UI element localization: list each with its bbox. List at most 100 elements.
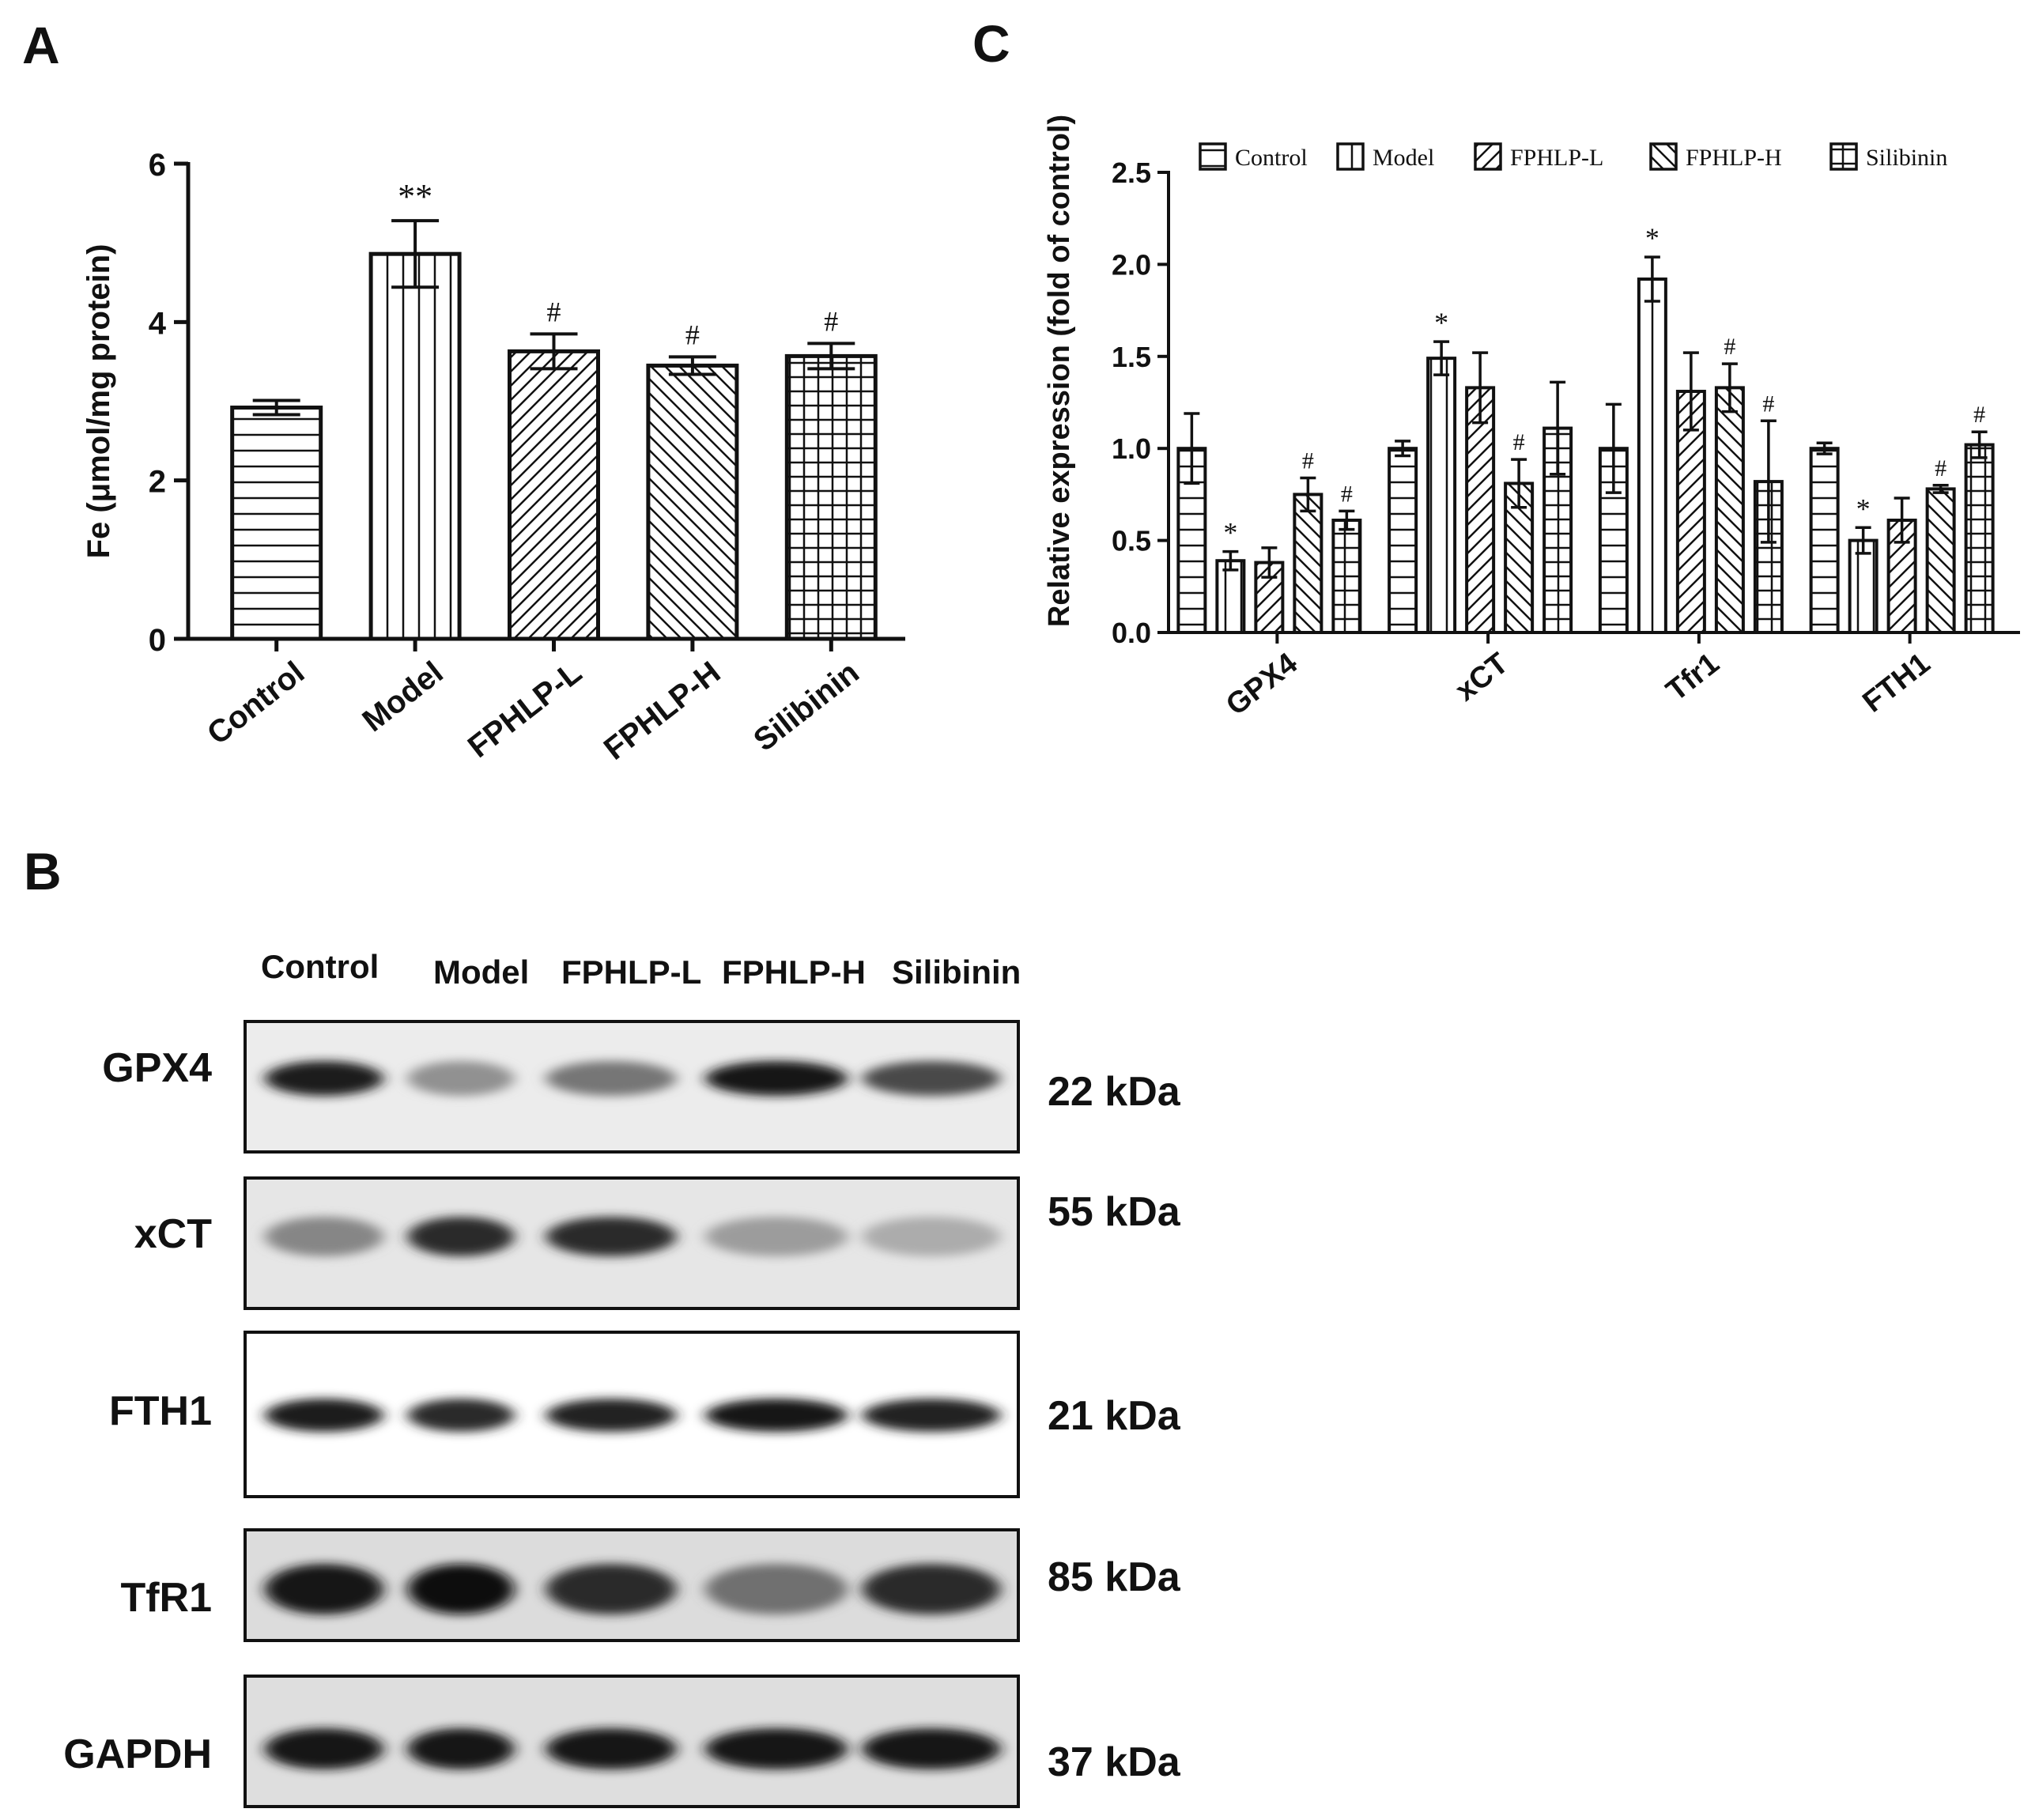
bar (1293, 493, 1323, 635)
y-axis-title: Fe (μmol/mg protein) (81, 244, 116, 559)
blot-kda-label: 22 kDa (1048, 1069, 1181, 1115)
significance-mark: # (1724, 334, 1735, 360)
bar (1331, 518, 1362, 634)
protein-band (705, 1399, 848, 1432)
bar (1925, 487, 1956, 635)
protein-band (705, 1564, 848, 1614)
y-tick-label: 4 (149, 306, 167, 341)
lane-label: Silibinin (892, 953, 1021, 991)
blot-protein-label: GPX4 (102, 1045, 212, 1091)
protein-band (862, 1564, 1001, 1614)
y-tick-label: 0 (149, 623, 166, 658)
significance-mark: # (824, 305, 838, 337)
blot-protein-label: xCT (134, 1211, 212, 1257)
protein-band (546, 1217, 677, 1256)
x-tick-label: Control (201, 655, 311, 751)
bar (1675, 390, 1706, 634)
lane-label: Control (261, 948, 379, 985)
significance-mark: * (1434, 307, 1448, 338)
protein-band (546, 1399, 677, 1432)
blot-protein-label: GAPDH (63, 1731, 212, 1777)
protein-band (265, 1564, 383, 1614)
protein-band (862, 1728, 1001, 1769)
significance-mark: # (1973, 402, 1985, 428)
chart-a-axes: 0 2 4 6 Fe (μmol/mg protein) (81, 148, 905, 658)
bar (508, 349, 600, 641)
x-tick-label: xCT (1449, 647, 1514, 708)
y-tick-label: 1.5 (1112, 341, 1151, 373)
protein-band (546, 1061, 677, 1096)
legend-label: Silibinin (1866, 145, 1947, 171)
x-tick-label: FPHLP-H (598, 655, 727, 766)
x-tick-label: FPHLP-L (462, 655, 588, 765)
y-tick-label: 1.0 (1112, 432, 1151, 465)
bar (1809, 447, 1840, 635)
significance-mark: * (1645, 222, 1660, 254)
lane-label: Model (433, 953, 529, 991)
x-tick-label: Tfr1 (1660, 647, 1725, 708)
protein-band (546, 1728, 677, 1769)
significance-mark: # (1513, 429, 1525, 455)
legend-swatch (1649, 142, 1678, 171)
y-tick-label: 2.0 (1112, 248, 1151, 281)
legend-swatch (1474, 142, 1502, 171)
blot-protein-label: TfR1 (120, 1575, 212, 1621)
blot-kda-label: 21 kDa (1048, 1393, 1181, 1439)
bar (368, 251, 462, 641)
bar (1215, 559, 1246, 635)
legend-label: FPHLP-H (1686, 145, 1782, 171)
x-tick-label: FTH1 (1856, 647, 1936, 719)
bar (1964, 443, 1995, 634)
panel-letter-b: B (24, 842, 62, 901)
legend-swatch (1199, 142, 1227, 171)
bar (1637, 278, 1667, 634)
bar (1848, 538, 1879, 634)
protein-band (265, 1217, 383, 1256)
y-tick-label: 0.5 (1112, 525, 1151, 557)
legend-label: Control (1235, 145, 1308, 171)
bar (230, 406, 323, 641)
protein-band (407, 1564, 515, 1614)
significance-mark: # (1341, 481, 1353, 507)
x-tick-label: Model (356, 655, 449, 738)
significance-mark: ** (398, 177, 432, 216)
protein-band (705, 1728, 848, 1769)
western-blot: Control Model FPHLP-L FPHLP-H Silibinin GPX4 2… (63, 948, 1181, 1808)
protein-band (407, 1217, 515, 1256)
protein-band (862, 1399, 1001, 1432)
chart-c-axes: 0.0 0.5 1.0 1.5 2.0 2.5 Relative expression (f… (1043, 115, 2020, 723)
y-tick-label: 2 (149, 465, 166, 500)
bar (1714, 386, 1745, 634)
legend-swatch (1829, 142, 1858, 171)
protein-band (265, 1399, 383, 1432)
lane-label: FPHLP-H (722, 953, 866, 991)
chart-a: 0 2 4 6 Fe (μmol/mg protein) Control ** Model #… (81, 148, 905, 767)
panel-letter-c: C (972, 14, 1010, 73)
significance-mark: # (1302, 447, 1314, 474)
x-tick-label: GPX4 (1220, 647, 1304, 723)
chart-a-bars (230, 219, 878, 641)
significance-mark: * (1223, 517, 1237, 549)
protein-band (265, 1061, 383, 1096)
legend-label: FPHLP-L (1510, 145, 1603, 171)
legend-label: Model (1373, 145, 1434, 171)
significance-mark: # (547, 296, 561, 327)
y-tick-label: 6 (149, 148, 166, 183)
protein-band (705, 1217, 848, 1256)
y-tick-label: 2.5 (1112, 157, 1151, 189)
protein-band (265, 1728, 383, 1769)
bar (784, 353, 878, 641)
significance-mark: # (685, 319, 700, 350)
chart-c-bars: * # # * # * # # * # # (1176, 222, 1995, 635)
protein-band (407, 1399, 515, 1432)
chart-c: 0.0 0.5 1.0 1.5 2.0 2.5 Relative expression (f… (1043, 115, 2020, 723)
bar (1388, 447, 1418, 635)
blot-kda-label: 55 kDa (1048, 1189, 1181, 1235)
chart-c-legend: Control Model FPHLP-L FPHLP-H Silibinin (1199, 142, 1947, 171)
bar (646, 363, 739, 641)
protein-band (546, 1564, 677, 1614)
significance-mark: # (1762, 391, 1774, 417)
significance-mark: * (1856, 493, 1871, 524)
legend-swatch (1336, 142, 1365, 171)
